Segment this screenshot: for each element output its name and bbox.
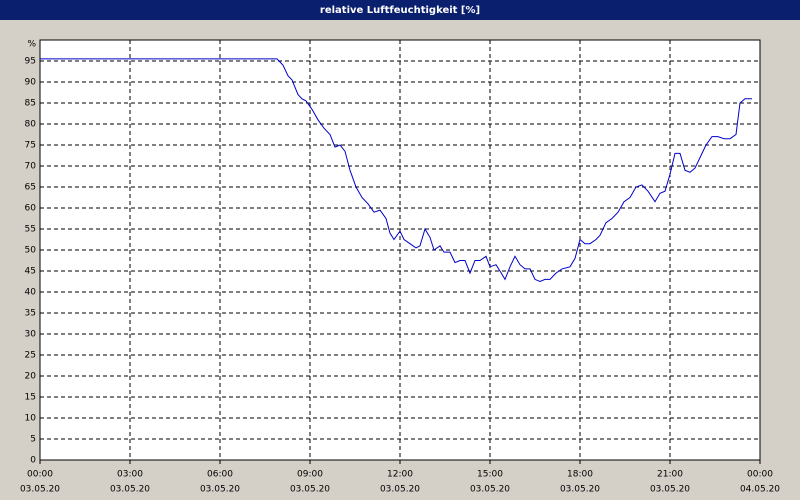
y-tick-label: 25 — [25, 351, 36, 361]
x-tick-date: 03.05.20 — [380, 485, 420, 495]
y-tick-label: 50 — [25, 246, 37, 256]
x-tick-date: 03.05.20 — [110, 485, 150, 495]
x-tick-time: 03:00 — [117, 470, 143, 480]
x-tick-time: 18:00 — [567, 470, 593, 480]
y-tick-label: 60 — [25, 204, 37, 214]
y-tick-label: 85 — [25, 99, 36, 109]
x-tick-date: 03.05.20 — [470, 485, 510, 495]
y-tick-label: 80 — [25, 120, 37, 130]
x-tick-time: 00:00 — [27, 470, 53, 480]
x-tick-date: 03.05.20 — [20, 485, 60, 495]
chart-title: relative Luftfeuchtigkeit [%] — [320, 5, 480, 16]
y-tick-label: 75 — [25, 141, 36, 151]
y-tick-label: 5 — [30, 435, 36, 445]
y-tick-label: 20 — [25, 372, 37, 382]
y-tick-label: 10 — [25, 414, 37, 424]
y-tick-label: 90 — [25, 78, 37, 88]
x-tick-date: 04.05.20 — [740, 485, 780, 495]
y-tick-label: 55 — [25, 225, 36, 235]
x-tick-date: 03.05.20 — [200, 485, 240, 495]
y-tick-label: 0 — [30, 456, 36, 466]
x-tick-time: 15:00 — [477, 470, 503, 480]
y-tick-label: 70 — [25, 162, 37, 172]
y-tick-label: 40 — [25, 288, 37, 298]
y-tick-label: 15 — [25, 393, 36, 403]
y-tick-label: 65 — [25, 183, 36, 193]
x-tick-time: 00:00 — [747, 470, 773, 480]
y-tick-label: 35 — [25, 309, 36, 319]
x-tick-time: 21:00 — [657, 470, 683, 480]
title-bar — [0, 0, 800, 20]
x-tick-time: 06:00 — [207, 470, 233, 480]
x-tick-time: 12:00 — [387, 470, 413, 480]
y-tick-label: 95 — [25, 57, 36, 67]
y-unit: % — [27, 40, 36, 50]
x-tick-date: 03.05.20 — [290, 485, 330, 495]
x-tick-date: 03.05.20 — [650, 485, 690, 495]
x-tick-time: 09:00 — [297, 470, 323, 480]
data-line — [40, 58, 752, 283]
x-tick-date: 03.05.20 — [560, 485, 600, 495]
y-tick-label: 30 — [25, 330, 37, 340]
y-tick-label: 45 — [25, 267, 36, 277]
